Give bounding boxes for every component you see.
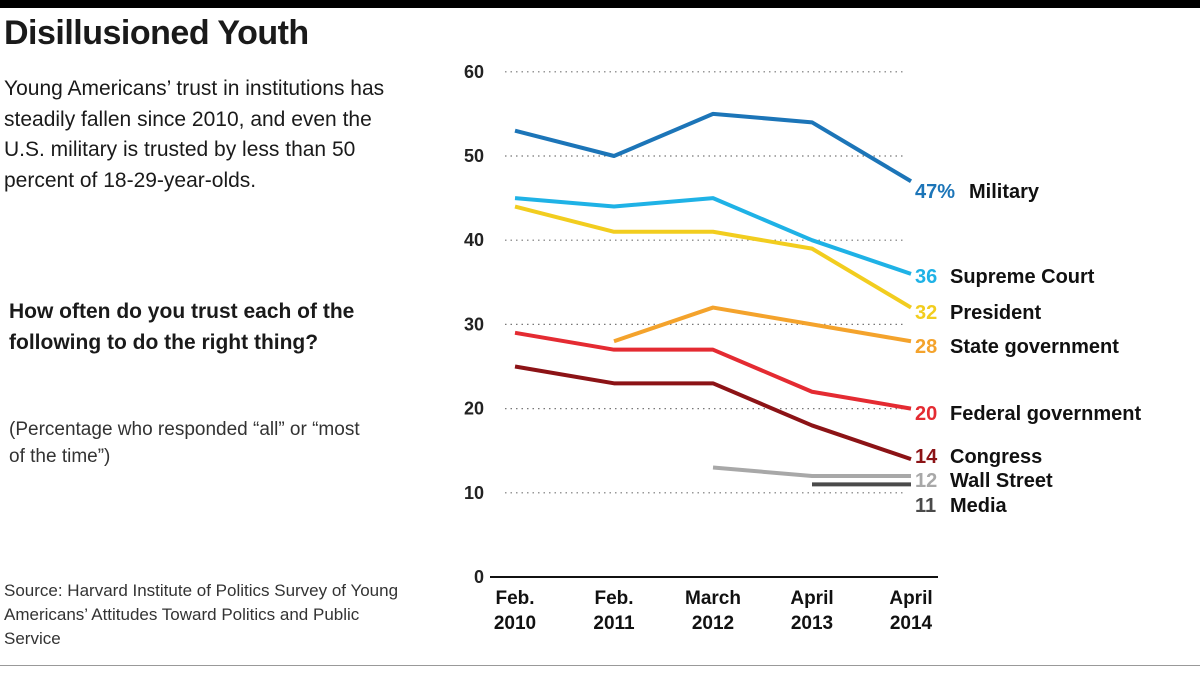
- y-tick-label: 60: [464, 62, 484, 82]
- chart-title: Disillusioned Youth: [4, 14, 309, 52]
- end-value-label: 20: [915, 403, 937, 425]
- x-tick-label: Feb. 2011: [593, 588, 635, 634]
- end-value-label: 47%: [915, 181, 955, 203]
- y-tick-label: 40: [464, 230, 484, 250]
- series-name-label: Military: [969, 181, 1040, 203]
- y-tick-label: 10: [464, 483, 484, 503]
- end-value-label: 28: [915, 336, 937, 358]
- series-line-federal-government: [514, 330, 912, 411]
- survey-question: How often do you trust each of the follo…: [9, 300, 355, 354]
- series-name-label: Federal government: [950, 403, 1142, 425]
- end-value-label: 11: [915, 495, 936, 517]
- x-tick-label: March 2012: [685, 588, 741, 634]
- series-line-state-government: [613, 305, 912, 344]
- y-tick-label: 30: [464, 314, 484, 334]
- top-bar: [0, 0, 1200, 8]
- end-value-label: 32: [915, 302, 937, 324]
- series-line-supreme-court: [514, 196, 912, 276]
- series-name-label: Media: [950, 495, 1008, 517]
- bottom-rule: [0, 665, 1200, 666]
- series-name-label: Supreme Court: [950, 266, 1095, 288]
- x-tick-label: Feb. 2010: [494, 588, 536, 634]
- y-tick-label: 0: [474, 567, 484, 587]
- series-name-label: State government: [950, 336, 1119, 358]
- end-value-label: 36: [915, 266, 937, 288]
- survey-note: (Percentage who responded “all” or “most…: [9, 419, 360, 467]
- series-line-military: [514, 111, 913, 183]
- source-note: Source: Harvard Institute of Politics Su…: [4, 581, 399, 648]
- y-tick-label: 50: [464, 146, 484, 166]
- x-tick-label: April 2014: [889, 588, 932, 634]
- y-tick-label: 20: [464, 399, 484, 419]
- series-line-congress: [514, 364, 912, 462]
- x-tick-label: April 2013: [790, 588, 833, 634]
- end-value-label: 14: [915, 446, 938, 468]
- series-name-label: Wall Street: [950, 470, 1053, 492]
- chart-subtitle: Young Americans’ trust in institutions h…: [4, 77, 385, 192]
- series-line-president: [514, 204, 913, 310]
- series-name-label: Congress: [950, 446, 1042, 468]
- series-line-wall-street: [712, 465, 911, 478]
- end-value-label: 12: [915, 470, 937, 492]
- series-name-label: President: [950, 302, 1041, 324]
